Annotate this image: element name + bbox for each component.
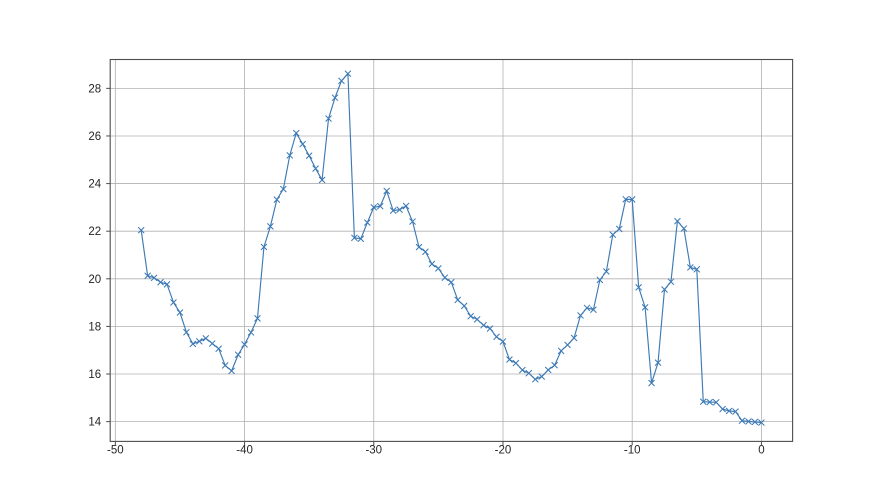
svg-text:28: 28	[88, 83, 101, 95]
svg-text:-40: -40	[236, 445, 253, 457]
svg-text:-10: -10	[624, 445, 641, 457]
svg-text:16: 16	[88, 369, 101, 381]
svg-text:-50: -50	[107, 445, 124, 457]
svg-text:0: 0	[758, 445, 764, 457]
svg-text:26: 26	[88, 131, 101, 143]
svg-text:14: 14	[88, 417, 101, 429]
svg-text:-20: -20	[495, 445, 512, 457]
svg-text:20: 20	[88, 274, 101, 286]
svg-text:18: 18	[88, 321, 101, 333]
svg-text:22: 22	[88, 226, 101, 238]
svg-text:-30: -30	[365, 445, 382, 457]
svg-text:24: 24	[88, 179, 101, 191]
